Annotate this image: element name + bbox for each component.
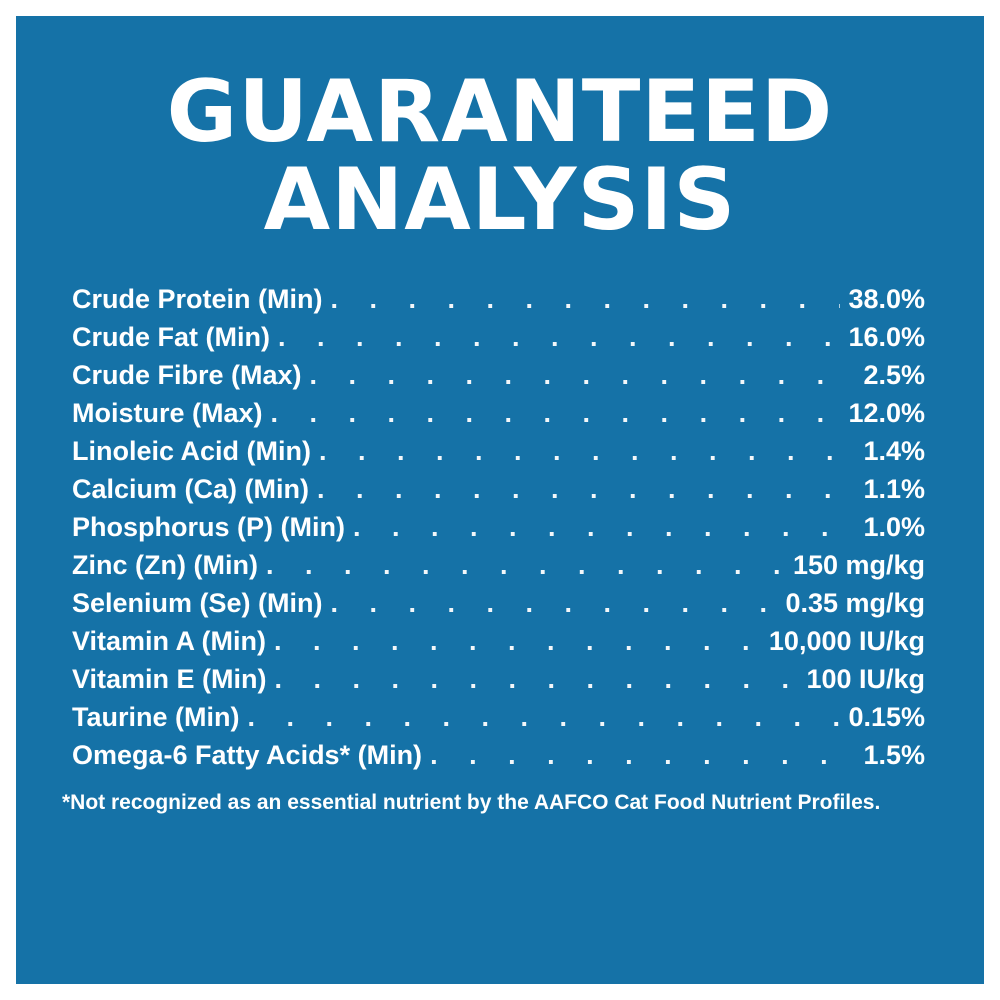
analysis-row: Zinc (Zn) (Min) . . . . . . . . . . . . … — [72, 546, 925, 584]
dot-leader: . . . . . . . . . . . . . . . . . . . . … — [309, 360, 856, 390]
nutrient-label: Linoleic Acid (Min) — [72, 436, 311, 466]
nutrient-label: Omega-6 Fatty Acids* (Min) — [72, 740, 423, 770]
nutrient-label: Crude Fibre (Max) — [72, 360, 302, 390]
dot-leader: . . . . . . . . . . . . . . . . . . . . … — [274, 626, 761, 656]
nutrient-value: 12.0% — [848, 398, 925, 428]
nutrient-label: Vitamin A (Min) — [72, 626, 266, 656]
analysis-row: Calcium (Ca) (Min) . . . . . . . . . . .… — [72, 470, 925, 508]
nutrient-label: Zinc (Zn) (Min) — [72, 550, 258, 580]
nutrient-value: 10,000 IU/kg — [768, 626, 925, 656]
nutrient-value: 1.4% — [863, 436, 925, 466]
dot-leader: . . . . . . . . . . . . . . . . . . . . … — [265, 550, 785, 580]
nutrient-label: Taurine (Min) — [72, 702, 240, 732]
dot-leader: . . . . . . . . . . . . . . . . . . . . … — [330, 284, 841, 314]
analysis-row: Linoleic Acid (Min) . . . . . . . . . . … — [72, 432, 925, 470]
nutrient-value: 2.5% — [863, 360, 925, 390]
nutrient-value: 0.35 mg/kg — [785, 588, 925, 618]
dot-leader: . . . . . . . . . . . . . . . . . . . . … — [247, 702, 840, 732]
dot-leader: . . . . . . . . . . . . . . . . . . . . … — [270, 398, 841, 428]
nutrient-label: Calcium (Ca) (Min) — [72, 474, 310, 504]
title-line-2: ANALYSIS — [263, 150, 737, 250]
nutrient-value: 16.0% — [848, 322, 925, 352]
nutrient-value: 0.15% — [848, 702, 925, 732]
nutrient-value: 1.5% — [863, 740, 925, 770]
analysis-row: Selenium (Se) (Min) . . . . . . . . . . … — [72, 584, 925, 622]
nutrient-value: 1.1% — [863, 474, 925, 504]
nutrient-label: Phosphorus (P) (Min) — [72, 512, 345, 542]
analysis-row: Vitamin E (Min) . . . . . . . . . . . . … — [72, 660, 925, 698]
nutrient-value: 150 mg/kg — [792, 550, 925, 580]
nutrient-label: Vitamin E (Min) — [72, 664, 267, 694]
nutrient-value: 38.0% — [848, 284, 925, 314]
analysis-row: Moisture (Max) . . . . . . . . . . . . .… — [72, 394, 925, 432]
nutrient-label: Crude Fat (Min) — [72, 322, 270, 352]
dot-leader: . . . . . . . . . . . . . . . . . . . . … — [330, 588, 778, 618]
footnote: *Not recognized as an essential nutrient… — [62, 791, 881, 814]
page-title: GUARANTEED ANALYSIS — [16, 68, 984, 244]
dot-leader: . . . . . . . . . . . . . . . . . . . . … — [430, 740, 855, 770]
analysis-row: Taurine (Min) . . . . . . . . . . . . . … — [72, 698, 925, 736]
nutrient-value: 1.0% — [863, 512, 925, 542]
nutrient-label: Moisture (Max) — [72, 398, 263, 428]
dot-leader: . . . . . . . . . . . . . . . . . . . . … — [317, 474, 855, 504]
dot-leader: . . . . . . . . . . . . . . . . . . . . … — [352, 512, 855, 542]
guaranteed-analysis-panel: GUARANTEED ANALYSIS Crude Protein (Min) … — [16, 16, 984, 984]
nutrient-label: Crude Protein (Min) — [72, 284, 323, 314]
analysis-row: Vitamin A (Min) . . . . . . . . . . . . … — [72, 622, 925, 660]
analysis-row: Crude Protein (Min) . . . . . . . . . . … — [72, 280, 925, 318]
title-line-1: GUARANTEED — [166, 62, 834, 162]
nutrient-value: 100 IU/kg — [806, 664, 925, 694]
analysis-row: Phosphorus (P) (Min) . . . . . . . . . .… — [72, 508, 925, 546]
dot-leader: . . . . . . . . . . . . . . . . . . . . … — [274, 664, 799, 694]
dot-leader: . . . . . . . . . . . . . . . . . . . . … — [277, 322, 840, 352]
analysis-row: Crude Fat (Min) . . . . . . . . . . . . … — [72, 318, 925, 356]
analysis-list: Crude Protein (Min) . . . . . . . . . . … — [72, 280, 925, 774]
nutrient-label: Selenium (Se) (Min) — [72, 588, 323, 618]
analysis-row: Crude Fibre (Max) . . . . . . . . . . . … — [72, 356, 925, 394]
dot-leader: . . . . . . . . . . . . . . . . . . . . … — [319, 436, 855, 466]
analysis-row: Omega-6 Fatty Acids* (Min) . . . . . . .… — [72, 736, 925, 774]
